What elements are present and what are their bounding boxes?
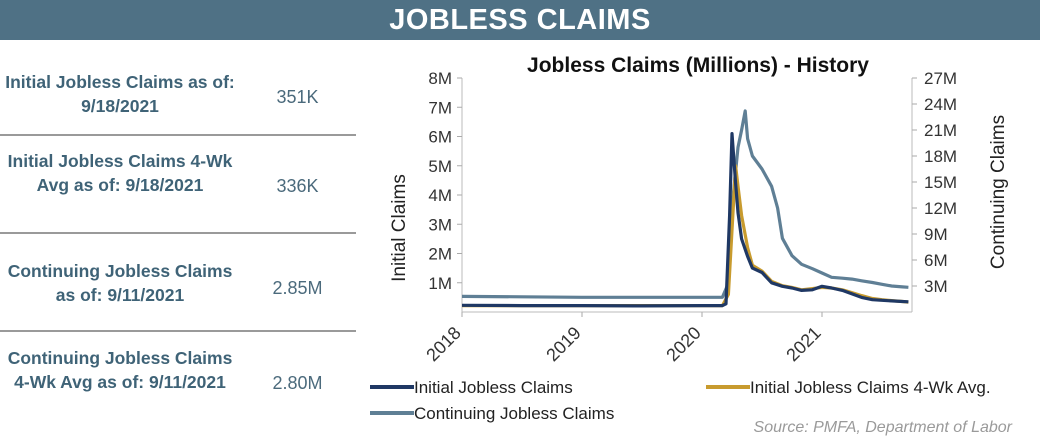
right-axis-label: Continuing Claims (988, 115, 1009, 269)
page-banner: JOBLESS CLAIMS (0, 0, 1040, 40)
stat-label: Continuing Jobless Claims as of: 9/11/20… (7, 261, 233, 305)
stat-row-continuing-claims: Continuing Jobless Claims as of: 9/11/20… (0, 234, 356, 332)
legend-label: Initial Jobless Claims (414, 378, 573, 397)
series-line-initial-jobless-claims-4-wk-avg (462, 164, 909, 308)
left-tick-label: 4M (428, 186, 452, 205)
left-tick-label: 7M (428, 98, 452, 117)
right-tick-label: 27M (924, 69, 957, 88)
stat-row-continuing-claims-4wk: Continuing Jobless Claims 4-Wk Avg as of… (0, 332, 356, 442)
series-line-continuing-jobless-claims (461, 109, 909, 299)
source-note: Source: PMFA, Department of Labor (754, 419, 1013, 436)
right-tick-label: 6M (924, 251, 948, 270)
stat-label: Initial Jobless Claims 4-Wk Avg as of: 9… (7, 151, 233, 195)
right-tick-label: 18M (924, 147, 957, 166)
stat-value: 336K (276, 176, 319, 196)
series-line-initial-jobless-claims (461, 131, 909, 308)
left-axis-label: Initial Claims (389, 174, 410, 282)
jobless-claims-chart: Jobless Claims (Millions) - History Init… (370, 54, 1013, 436)
left-tick-label: 3M (428, 215, 452, 234)
right-tick-label: 3M (924, 277, 948, 296)
stat-label: Initial Jobless Claims as of: 9/18/2021 (5, 72, 235, 116)
right-tick-label: 21M (924, 121, 957, 140)
x-axis: 2018 2019 2020 2021 (422, 311, 912, 365)
legend-label: Continuing Jobless Claims (414, 404, 614, 423)
left-tick-label: 6M (428, 128, 452, 147)
left-tick-label: 2M (428, 245, 452, 264)
left-tick-label: 1M (428, 274, 452, 293)
x-tick-label: 2018 (422, 323, 464, 365)
right-axis: 3M 6M 9M 12M 15M 18M 21M 24M 27M (911, 69, 957, 312)
right-tick-label: 12M (924, 199, 957, 218)
stat-label: Continuing Jobless Claims 4-Wk Avg as of… (7, 348, 233, 392)
series-layer (461, 109, 909, 308)
x-tick-label: 2020 (662, 323, 704, 365)
legend: Initial Jobless Claims Initial Jobless Cl… (370, 378, 991, 423)
right-tick-label: 15M (924, 173, 957, 192)
stat-value: 2.80M (272, 373, 323, 393)
left-axis: 1M 2M 3M 4M 5M 6M 7M 8M (428, 69, 463, 312)
stat-value: 2.85M (272, 278, 323, 298)
left-tick-label: 8M (428, 69, 452, 88)
legend-label: Initial Jobless Claims 4-Wk Avg. (750, 378, 991, 397)
stat-row-initial-claims-4wk: Initial Jobless Claims 4-Wk Avg as of: 9… (0, 136, 356, 234)
x-tick-label: 2019 (542, 323, 584, 365)
left-tick-label: 5M (428, 157, 452, 176)
right-tick-label: 9M (924, 225, 948, 244)
right-tick-label: 24M (924, 95, 957, 114)
banner-title: JOBLESS CLAIMS (389, 4, 651, 36)
chart-title: Jobless Claims (Millions) - History (527, 54, 869, 77)
chart-panel: Jobless Claims (Millions) - History Init… (370, 42, 1040, 442)
stat-row-initial-claims: Initial Jobless Claims as of: 9/18/2021 … (0, 42, 356, 136)
x-tick-label: 2021 (782, 323, 824, 365)
stat-value: 351K (276, 87, 319, 107)
stats-panel: Initial Jobless Claims as of: 9/18/2021 … (0, 42, 356, 442)
